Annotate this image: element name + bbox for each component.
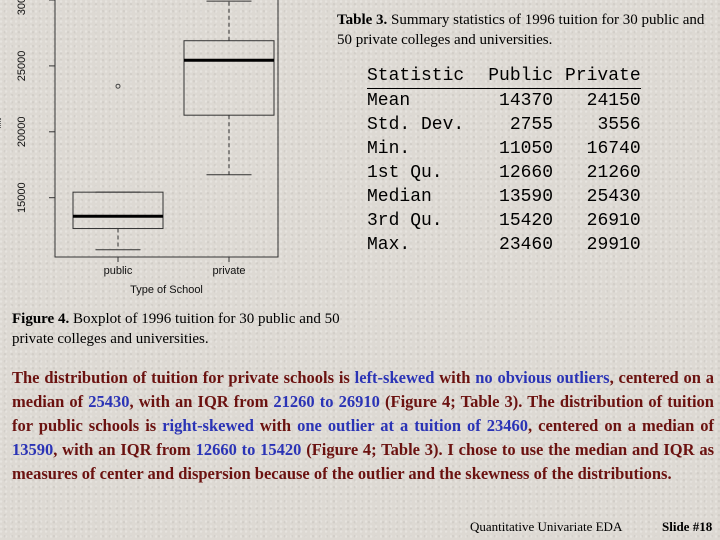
- highlighted-phrase: 12660 to 15420: [195, 440, 302, 459]
- table-cell-statistic: Max.: [367, 235, 411, 255]
- table-header-private: Private: [553, 64, 641, 89]
- figure-caption: Figure 4. Boxplot of 1996 tuition for 30…: [12, 309, 372, 349]
- highlighted-phrase: left-skewed: [354, 368, 435, 387]
- y-tick-label: 20000: [16, 116, 28, 147]
- table-cell-statistic: 1st Qu.: [367, 163, 443, 183]
- body-text: , with an IQR from: [53, 440, 196, 459]
- highlighted-phrase: 25430: [88, 392, 130, 411]
- body-text: with: [434, 368, 476, 387]
- table-cell-public: 14370: [499, 91, 554, 111]
- table-row: Min. 11050 16740: [367, 137, 641, 161]
- discussion-paragraph: The distribution of tuition for private …: [12, 366, 714, 486]
- table-row: Median 13590 25430: [367, 185, 641, 209]
- body-text: , centered on a median of: [12, 368, 715, 411]
- body-text: The distribution of tuition for private …: [12, 368, 355, 387]
- public-outlier: [115, 83, 121, 89]
- table-cell-public: 23460: [499, 235, 554, 255]
- table-cell-statistic: 3rd Qu.: [367, 211, 443, 231]
- table-cell-public: 11050: [499, 139, 554, 159]
- highlighted-phrase: 13590: [12, 440, 54, 459]
- figure-caption-label: Figure 4.: [12, 311, 70, 327]
- public-box: [72, 191, 164, 230]
- y-tick-label: 30000: [16, 0, 28, 15]
- summary-statistics-table: Statistic Public Private Mean 14370 24150 Std…: [367, 64, 641, 257]
- highlighted-phrase: 21260 to 26910: [273, 392, 380, 411]
- private-box: [183, 40, 275, 116]
- table-header-statistic: Statistic: [367, 64, 489, 89]
- boxplot-chart: 15000 20000 25000 30000 public private Type of…: [16, 0, 279, 296]
- body-text: with: [253, 416, 298, 435]
- table-cell-private: 16740: [586, 139, 641, 159]
- table-caption-text: Summary statistics of 1996 tuition for 3…: [337, 12, 705, 48]
- table-cell-private: 29910: [586, 235, 641, 255]
- figure-caption-text: Boxplot of 1996 tuition for 30 public an…: [12, 311, 340, 347]
- table-cell-statistic: Std. Dev.: [367, 115, 465, 135]
- table-row: 1st Qu. 12660 21260: [367, 161, 641, 185]
- body-text: (Figure 4; Table 3). The distribution of…: [12, 392, 714, 435]
- table-cell-public: 12660: [499, 163, 554, 183]
- table-caption-label: Table 3.: [337, 12, 388, 28]
- y-tick-label: 25000: [16, 51, 28, 82]
- highlighted-phrase: no obvious outliers: [475, 368, 610, 387]
- table-cell-public: 13590: [499, 187, 554, 207]
- table-cell-statistic: Min.: [367, 139, 411, 159]
- table-row: Std. Dev. 2755 3556: [367, 113, 641, 137]
- slide-number: Slide #18: [662, 519, 713, 534]
- table-cell-private: 21260: [586, 163, 641, 183]
- table-row: 3rd Qu. 15420 26910: [367, 209, 641, 233]
- table-caption: Table 3. Summary statistics of 1996 tuit…: [337, 10, 707, 50]
- table-cell-private: 25430: [586, 187, 641, 207]
- x-tick-label: public: [104, 265, 133, 277]
- y-tick-label: 15000: [16, 182, 28, 213]
- highlighted-phrase: one outlier at a tuition of 23460: [297, 416, 529, 435]
- x-tick-label: private: [212, 265, 245, 277]
- table-cell-private: 26910: [586, 211, 641, 231]
- highlighted-phrase: right-skewed: [162, 416, 254, 435]
- table-cell-statistic: Median: [367, 187, 432, 207]
- body-text: (Figure 4; Table 3). I chose to use the …: [12, 440, 714, 483]
- plot-frame: [54, 0, 279, 258]
- table-cell-private: 3556: [597, 115, 641, 135]
- stray-mark: [0, 118, 5, 128]
- table-cell-public: 2755: [509, 115, 554, 135]
- table-row: Mean 14370 24150: [367, 89, 641, 114]
- footer-title: Quantitative Univariate EDA: [470, 519, 623, 534]
- body-text: , with an IQR from: [129, 392, 274, 411]
- table-header-public: Public: [488, 64, 554, 89]
- table-cell-public: 15420: [499, 211, 554, 231]
- table-cell-private: 24150: [586, 91, 641, 111]
- x-axis-label: Type of School: [130, 284, 203, 296]
- body-text: , centered on a median of: [528, 416, 714, 435]
- table-row: Max. 23460 29910: [367, 233, 641, 257]
- table-header-row: Statistic Public Private: [367, 64, 641, 89]
- table-cell-statistic: Mean: [367, 91, 411, 111]
